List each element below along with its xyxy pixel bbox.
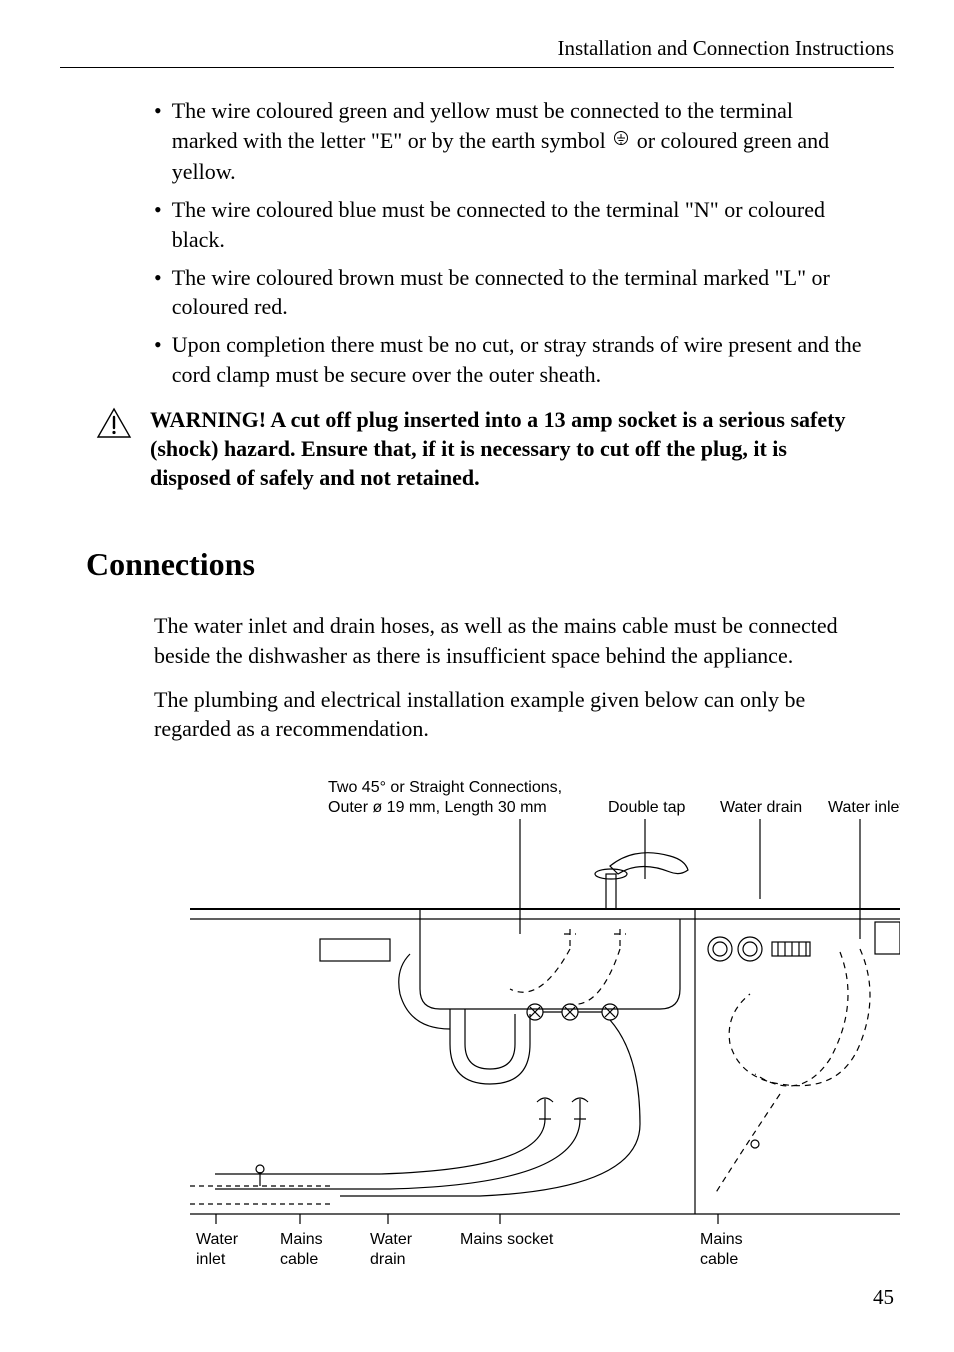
warning-block: WARNING! A cut off plug inserted into a … bbox=[96, 405, 864, 492]
svg-text:Water inlet: Water inlet bbox=[828, 799, 900, 816]
bullet-marker: • bbox=[154, 195, 162, 254]
page-number: 45 bbox=[873, 1285, 894, 1310]
bullet-marker: • bbox=[154, 263, 162, 322]
header-title: Installation and Connection Instructions bbox=[60, 36, 894, 61]
bullet-text: Upon completion there must be no cut, or… bbox=[172, 330, 864, 389]
page-header: Installation and Connection Instructions bbox=[60, 36, 894, 68]
warning-text: WARNING! A cut off plug inserted into a … bbox=[150, 405, 864, 492]
svg-text:inlet: inlet bbox=[196, 1251, 226, 1268]
svg-text:Mains: Mains bbox=[700, 1231, 743, 1248]
bullet-item: • The wire coloured blue must be connect… bbox=[154, 195, 864, 254]
svg-text:drain: drain bbox=[370, 1251, 406, 1268]
svg-text:cable: cable bbox=[280, 1251, 318, 1268]
svg-text:Mains: Mains bbox=[280, 1231, 323, 1248]
svg-text:Water: Water bbox=[196, 1231, 239, 1248]
body-paragraph: The water inlet and drain hoses, as well… bbox=[154, 611, 864, 670]
warning-triangle-icon bbox=[96, 407, 132, 444]
svg-text:Water drain: Water drain bbox=[720, 799, 802, 816]
svg-text:Double tap: Double tap bbox=[608, 799, 685, 816]
bullet-list: • The wire coloured green and yellow mus… bbox=[154, 96, 864, 389]
body-paragraph: The plumbing and electrical installation… bbox=[154, 685, 864, 744]
bullet-text: The wire coloured green and yellow must … bbox=[172, 96, 864, 187]
bullet-text: The wire coloured blue must be connected… bbox=[172, 195, 864, 254]
bullet-marker: • bbox=[154, 96, 162, 187]
svg-text:cable: cable bbox=[700, 1251, 738, 1268]
svg-text:Outer ø 19 mm, Length 30 mm: Outer ø 19 mm, Length 30 mm bbox=[328, 799, 547, 816]
bullet-text: The wire coloured brown must be connecte… bbox=[172, 263, 864, 322]
earth-symbol-icon bbox=[611, 128, 631, 158]
plumbing-diagram: Two 45° or Straight Connections, Outer ø … bbox=[140, 774, 894, 1279]
svg-text:Mains socket: Mains socket bbox=[460, 1231, 554, 1248]
svg-text:Water: Water bbox=[370, 1231, 413, 1248]
bullet-marker: • bbox=[154, 330, 162, 389]
svg-text:Two 45° or Straight Connection: Two 45° or Straight Connections, bbox=[328, 779, 562, 796]
bullet-item: • The wire coloured green and yellow mus… bbox=[154, 96, 864, 187]
bullet-item: • The wire coloured brown must be connec… bbox=[154, 263, 864, 322]
bullet-item: • Upon completion there must be no cut, … bbox=[154, 330, 864, 389]
section-heading: Connections bbox=[86, 546, 894, 583]
